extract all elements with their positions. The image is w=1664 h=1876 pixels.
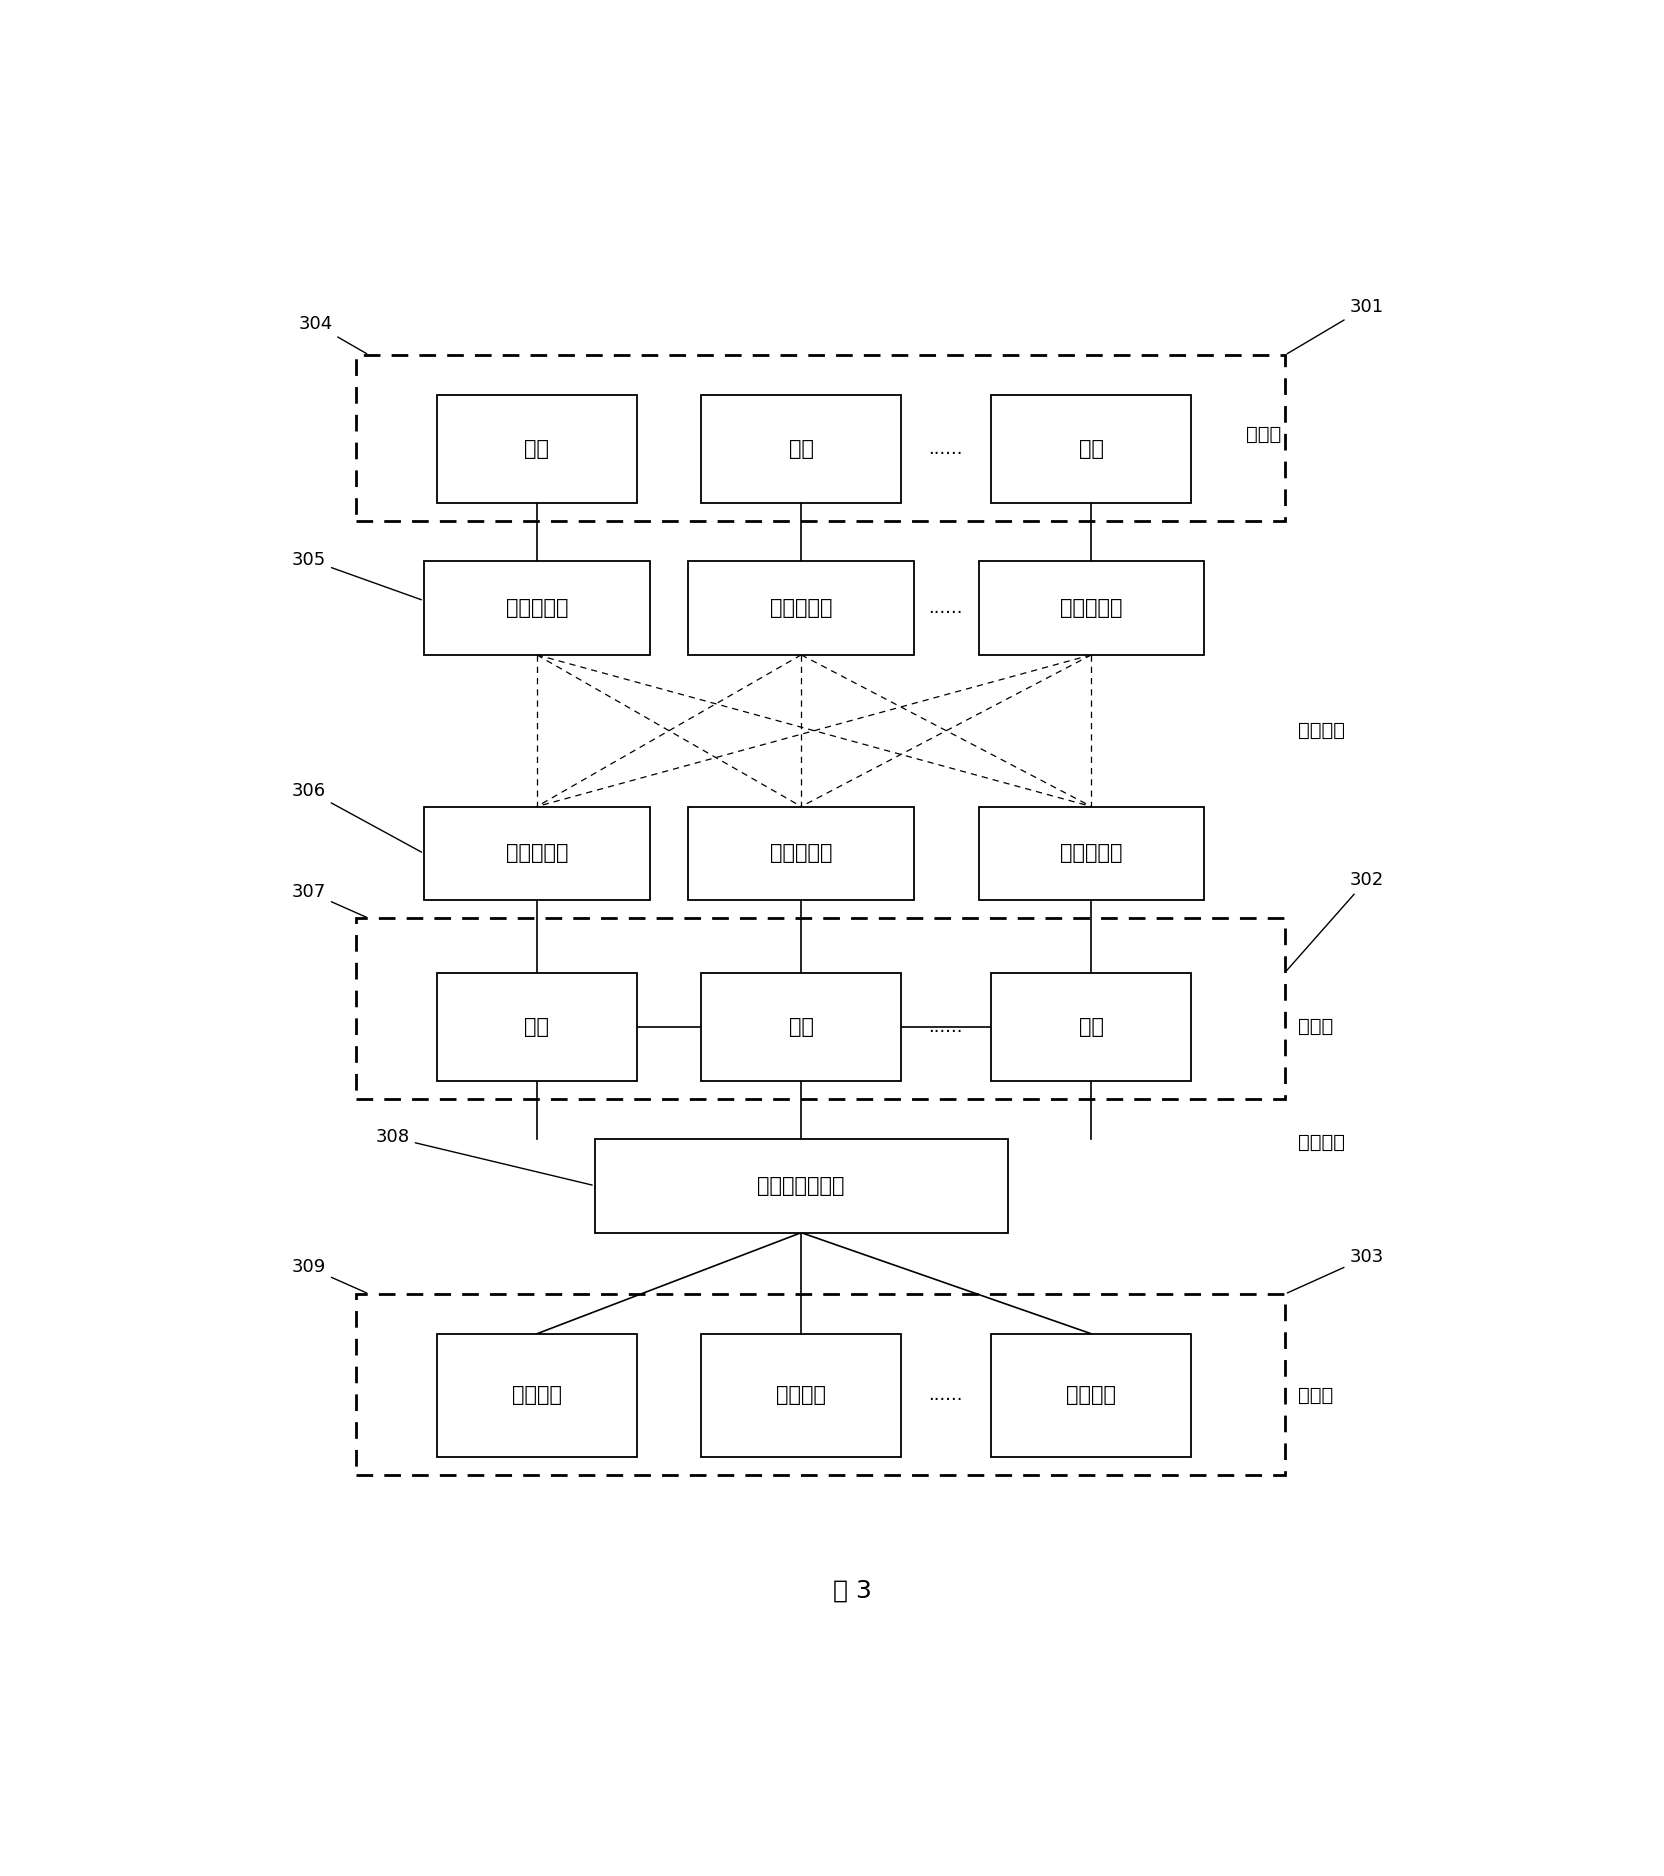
Text: 主机: 主机 [1078, 1017, 1103, 1037]
Bar [438, 394, 637, 503]
Text: 无线收发器: 无线收发器 [1060, 598, 1123, 617]
Bar [356, 1294, 1285, 1475]
Text: 无线收发器: 无线收发器 [770, 598, 832, 617]
Bar [701, 394, 902, 503]
Bar [424, 561, 649, 655]
Text: 308: 308 [376, 1127, 592, 1186]
Text: ......: ...... [929, 598, 963, 617]
Text: ......: ...... [929, 1019, 963, 1036]
Text: 主机: 主机 [789, 1017, 814, 1037]
Bar [992, 972, 1191, 1081]
Bar [992, 1334, 1191, 1456]
Text: 301: 301 [1288, 298, 1383, 355]
Text: 主机群: 主机群 [1298, 1017, 1333, 1036]
Text: 306: 306 [291, 782, 421, 852]
Text: 304: 304 [298, 315, 366, 355]
Text: 无线收发器: 无线收发器 [506, 598, 567, 617]
Bar [356, 355, 1285, 522]
Text: 外存储器: 外存储器 [775, 1384, 827, 1405]
Bar [701, 972, 902, 1081]
Text: 无线收发器: 无线收发器 [1060, 844, 1123, 863]
Text: 无线收发器: 无线收发器 [506, 844, 567, 863]
Text: 305: 305 [291, 550, 421, 600]
Text: 309: 309 [291, 1259, 366, 1293]
Text: 终端: 终端 [789, 439, 814, 460]
Text: 存储群: 存储群 [1298, 1386, 1333, 1405]
Bar [438, 972, 637, 1081]
Text: 无线收发器: 无线收发器 [770, 844, 832, 863]
Bar [701, 1334, 902, 1456]
Bar [689, 561, 914, 655]
Text: 有线连接: 有线连接 [1298, 1133, 1345, 1152]
Text: 302: 302 [1286, 870, 1383, 970]
Text: ......: ...... [929, 1386, 963, 1403]
Text: 外存储器: 外存储器 [513, 1384, 562, 1405]
Text: 307: 307 [291, 884, 366, 917]
Bar [356, 919, 1285, 1099]
Bar [992, 394, 1191, 503]
Bar [978, 561, 1205, 655]
Text: 终端: 终端 [524, 439, 549, 460]
Text: 图 3: 图 3 [834, 1578, 872, 1602]
Text: 外存储器: 外存储器 [1067, 1384, 1117, 1405]
Bar [438, 1334, 637, 1456]
Text: 303: 303 [1288, 1248, 1383, 1293]
Bar [424, 807, 649, 900]
Text: 主机: 主机 [524, 1017, 549, 1037]
Bar [596, 1139, 1008, 1233]
Text: 终端: 终端 [1078, 439, 1103, 460]
Text: 无线连接: 无线连接 [1298, 720, 1345, 741]
Bar [978, 807, 1205, 900]
Text: 有线数据交换器: 有线数据交换器 [757, 1176, 845, 1195]
Text: ......: ...... [929, 441, 963, 458]
Text: 终端群: 终端群 [1246, 426, 1281, 445]
Bar [689, 807, 914, 900]
